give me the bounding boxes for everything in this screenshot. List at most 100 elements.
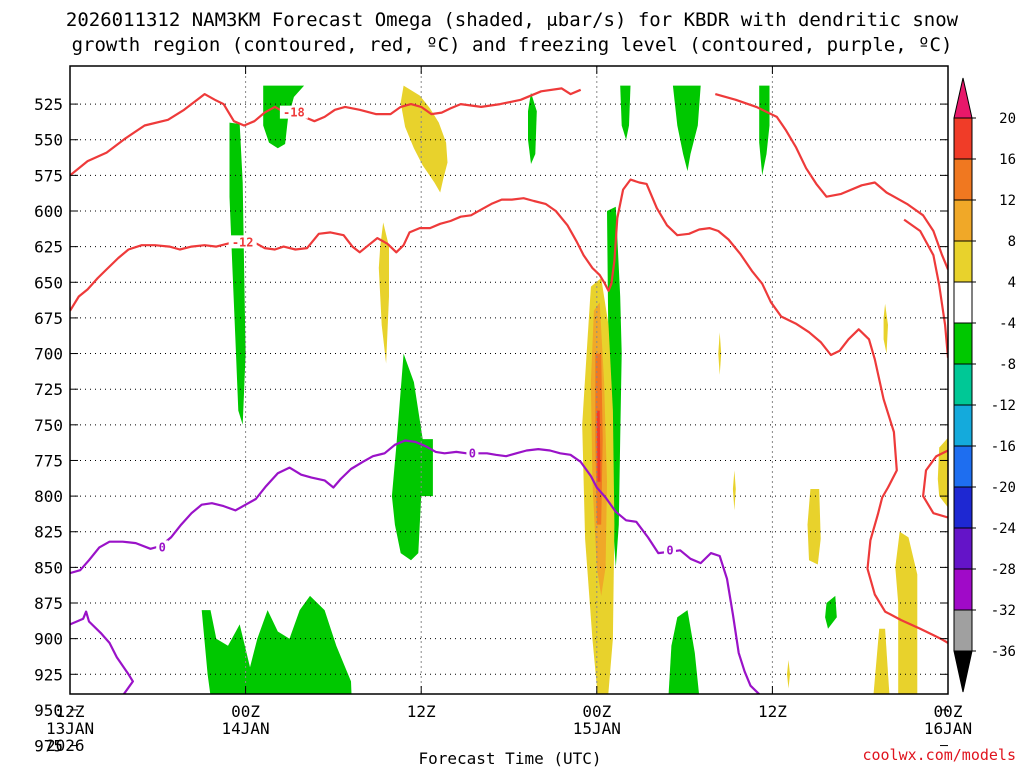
- omega-region-19: [807, 489, 821, 565]
- omega-region-24: [825, 595, 837, 629]
- contour-line-1: [715, 93, 948, 270]
- title-line-2: growth region (contoured, red, ºC) and f…: [72, 34, 953, 56]
- colorbar-bottom-arrow: [953, 650, 973, 693]
- plot-area: -18 -12 0 0 0 525 550 575 600 625 650 675 700 725 750 7…: [34, 65, 972, 756]
- y-tick-label-14: 875: [34, 594, 63, 613]
- y-tick-label-7: 700: [34, 345, 63, 364]
- contour-line-5: [70, 439, 761, 694]
- y-tick-label-11: 800: [34, 487, 63, 506]
- contour-label-bg-1: [228, 235, 257, 249]
- contour-label-bg-4: [663, 543, 676, 557]
- y-tick-label-8: 725: [34, 380, 63, 399]
- colorbar-box-10: [953, 527, 973, 570]
- omega-region-13: [391, 353, 433, 561]
- omega-region-3: [378, 222, 389, 364]
- x-tick-label-0-0: 12Z: [56, 702, 85, 721]
- chart-title: 2026011312 NAM3KM Forecast Omega (shaded…: [66, 9, 959, 56]
- omega-region-8: [607, 206, 622, 568]
- contour-label-0: -18: [283, 106, 305, 120]
- y-tick-label-0: 525: [34, 95, 63, 114]
- omega-region-15: [668, 610, 700, 694]
- omega-region-23: [787, 660, 790, 689]
- y-tick-label-6: 675: [34, 309, 63, 328]
- colorbar-label-9: -20: [991, 480, 1016, 496]
- colorbar-label-4: 4: [1008, 275, 1016, 291]
- contour-label-bg-2: [156, 540, 169, 554]
- contour-label-4: 0: [666, 543, 673, 557]
- omega-region-14: [201, 595, 352, 694]
- colorbar-box-8: [953, 445, 973, 488]
- title-line-1: 2026011312 NAM3KM Forecast Omega (shaded…: [66, 9, 959, 31]
- contour-label-bg-0: [279, 105, 308, 119]
- y-tick-label-12: 825: [34, 523, 63, 542]
- contour-line-2: [70, 178, 948, 644]
- omega-region-6: [672, 85, 701, 172]
- y-tick-label-5: 650: [34, 273, 63, 292]
- y-tick-label-4: 625: [34, 238, 63, 257]
- colorbar: 20 16 12 8 4 -4 -8 -12 -16 -20 -24 -28 -32 -36: [953, 77, 1016, 693]
- x-tick-label-0-2: 2026: [46, 736, 85, 755]
- x-tick-label-3-1: 15JAN: [573, 719, 621, 738]
- x-tick-label-5-0: 00Z: [934, 702, 963, 721]
- colorbar-box-5: [953, 322, 973, 365]
- omega-region-12: [596, 410, 601, 482]
- colorbar-box-3: [953, 240, 973, 283]
- omega-region-20: [883, 303, 888, 354]
- colorbar-label-12: -32: [991, 603, 1016, 619]
- y-tick-label-16: 925: [34, 665, 63, 684]
- omega-region-21: [718, 332, 722, 375]
- contour-line-3: [903, 218, 948, 358]
- omega-region-2: [400, 85, 448, 193]
- x-tick-label-3-0: 00Z: [582, 702, 611, 721]
- plot-inner: -18 -12 0 0 0: [70, 66, 948, 694]
- colorbar-box-11: [953, 568, 973, 611]
- contour-line-4: [921, 449, 948, 519]
- contour-label-1: -12: [232, 235, 254, 249]
- colorbar-box-9: [953, 486, 973, 529]
- y-tick-label-18: 975: [34, 737, 63, 756]
- y-tick-label-15: 900: [34, 630, 63, 649]
- omega-region-5: [620, 85, 631, 140]
- contour-line-6: [70, 610, 134, 694]
- x-tick-label-2-0: 12Z: [407, 702, 436, 721]
- colorbar-box-2: [953, 199, 973, 242]
- omega-region-18: [937, 437, 948, 508]
- colorbar-label-8: -16: [991, 439, 1016, 455]
- omega-region-0: [229, 122, 246, 425]
- colorbar-label-2: 12: [999, 193, 1016, 209]
- contour-label-2: 0: [159, 540, 166, 554]
- x-tick-label-4-0: 12Z: [758, 702, 787, 721]
- plot-frame: [69, 65, 949, 695]
- colorbar-label-5: -4: [999, 316, 1016, 332]
- y-tick-label-17: 950: [34, 701, 63, 720]
- y-tick-label-1: 550: [34, 131, 63, 150]
- colorbar-label-10: -24: [991, 521, 1016, 537]
- credit-text: coolwx.com/models: [862, 746, 1016, 764]
- y-tick-label-9: 750: [34, 416, 63, 435]
- x-tick-label-0-1: 13JAN: [46, 719, 94, 738]
- colorbar-label-7: -12: [991, 398, 1016, 414]
- colorbar-box-12: [953, 609, 973, 652]
- colorbar-box-7: [953, 404, 973, 447]
- x-tick-label-5-1: 16JAN: [924, 719, 972, 738]
- colorbar-label-1: 16: [999, 152, 1016, 168]
- colorbar-label-13: -36: [991, 644, 1016, 660]
- y-tick-label-2: 575: [34, 166, 63, 185]
- colorbar-box-4: [953, 281, 973, 324]
- colorbar-label-0: 20: [999, 111, 1016, 127]
- colorbar-label-11: -28: [991, 562, 1016, 578]
- contour-line-0: [70, 87, 582, 177]
- y-tick-label-10: 775: [34, 451, 63, 470]
- omega-region-4: [528, 92, 537, 164]
- x-tick-label-1-0: 00Z: [231, 702, 260, 721]
- y-tick-label-13: 850: [34, 558, 63, 577]
- omega-region-7: [759, 85, 770, 176]
- omega-region-22: [732, 470, 736, 511]
- omega-region-16: [873, 628, 890, 694]
- y-tick-label-3: 600: [34, 202, 63, 221]
- colorbar-label-3: 8: [1008, 234, 1016, 250]
- colorbar-box-6: [953, 363, 973, 406]
- x-tick-label-1-1: 14JAN: [222, 719, 270, 738]
